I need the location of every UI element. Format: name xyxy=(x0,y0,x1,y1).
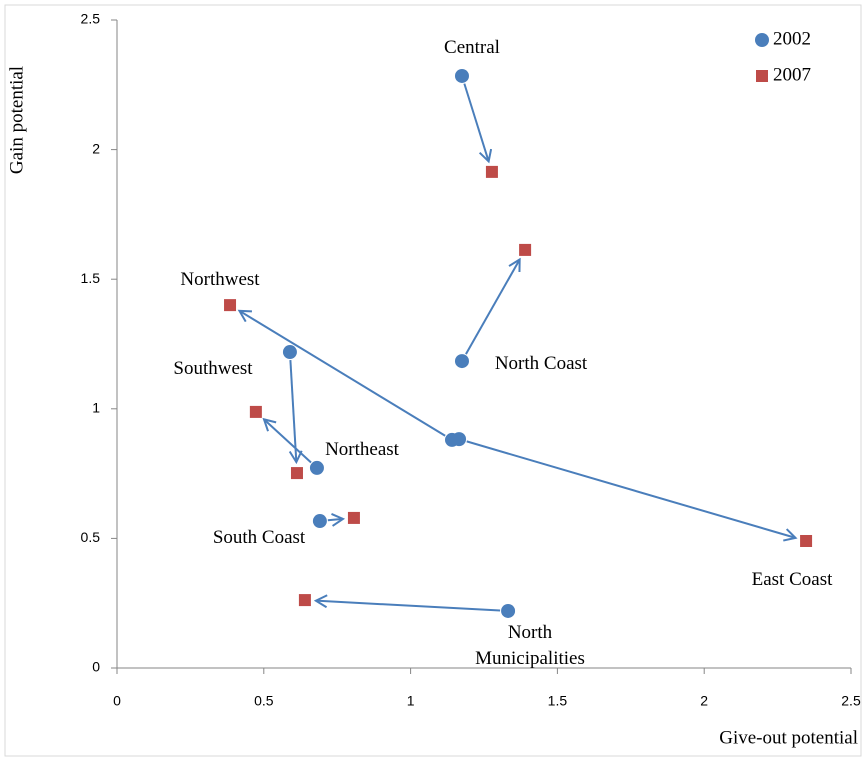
point-label: Southwest xyxy=(173,358,253,379)
arrow xyxy=(463,83,488,162)
x-tick-label: 0.5 xyxy=(254,693,274,709)
arrow xyxy=(465,259,520,355)
point-label: Central xyxy=(444,37,500,58)
arrow xyxy=(239,311,446,437)
y-tick-label: 2.5 xyxy=(81,11,101,27)
point xyxy=(485,165,498,178)
point-label: East Coast xyxy=(751,569,833,590)
point-label: Northwest xyxy=(180,269,260,290)
arrow xyxy=(264,419,312,464)
point xyxy=(249,405,262,418)
point xyxy=(454,354,469,369)
x-tick-label: 1 xyxy=(407,693,415,709)
y-tick-label: 0.5 xyxy=(81,529,101,545)
point-label: North Coast xyxy=(494,353,588,374)
point xyxy=(290,467,303,480)
y-axis-title: Gain potential xyxy=(6,66,27,174)
arrow xyxy=(466,440,796,538)
point xyxy=(454,68,469,83)
point xyxy=(452,432,467,447)
y-tick-label: 1 xyxy=(92,400,100,416)
arrow xyxy=(316,601,501,612)
point xyxy=(312,514,327,529)
x-tick-label: 1.5 xyxy=(548,693,568,709)
x-tick-label: 0 xyxy=(113,693,121,709)
point xyxy=(224,299,237,312)
legend-marker xyxy=(756,70,768,82)
y-tick-label: 0 xyxy=(92,659,100,675)
point-label: Northeast xyxy=(325,439,399,460)
legend-label: 2002 xyxy=(773,28,811,49)
point xyxy=(519,243,532,256)
point xyxy=(800,534,813,547)
chart-border xyxy=(4,4,862,757)
point-label: North Municipalities xyxy=(475,622,585,669)
y-tick-label: 2 xyxy=(92,140,100,156)
point xyxy=(298,594,311,607)
legend-marker xyxy=(755,33,769,47)
arrow xyxy=(327,519,343,520)
x-axis-title: Give-out potential xyxy=(719,727,858,748)
point-label: South Coast xyxy=(212,527,306,548)
point xyxy=(282,345,297,360)
arrow xyxy=(290,359,296,462)
x-tick-label: 2.5 xyxy=(841,693,861,709)
point xyxy=(347,511,360,524)
legend-label: 2007 xyxy=(773,64,811,85)
point xyxy=(501,603,516,618)
y-tick-label: 1.5 xyxy=(81,270,101,286)
point xyxy=(309,460,324,475)
x-tick-label: 2 xyxy=(700,693,708,709)
